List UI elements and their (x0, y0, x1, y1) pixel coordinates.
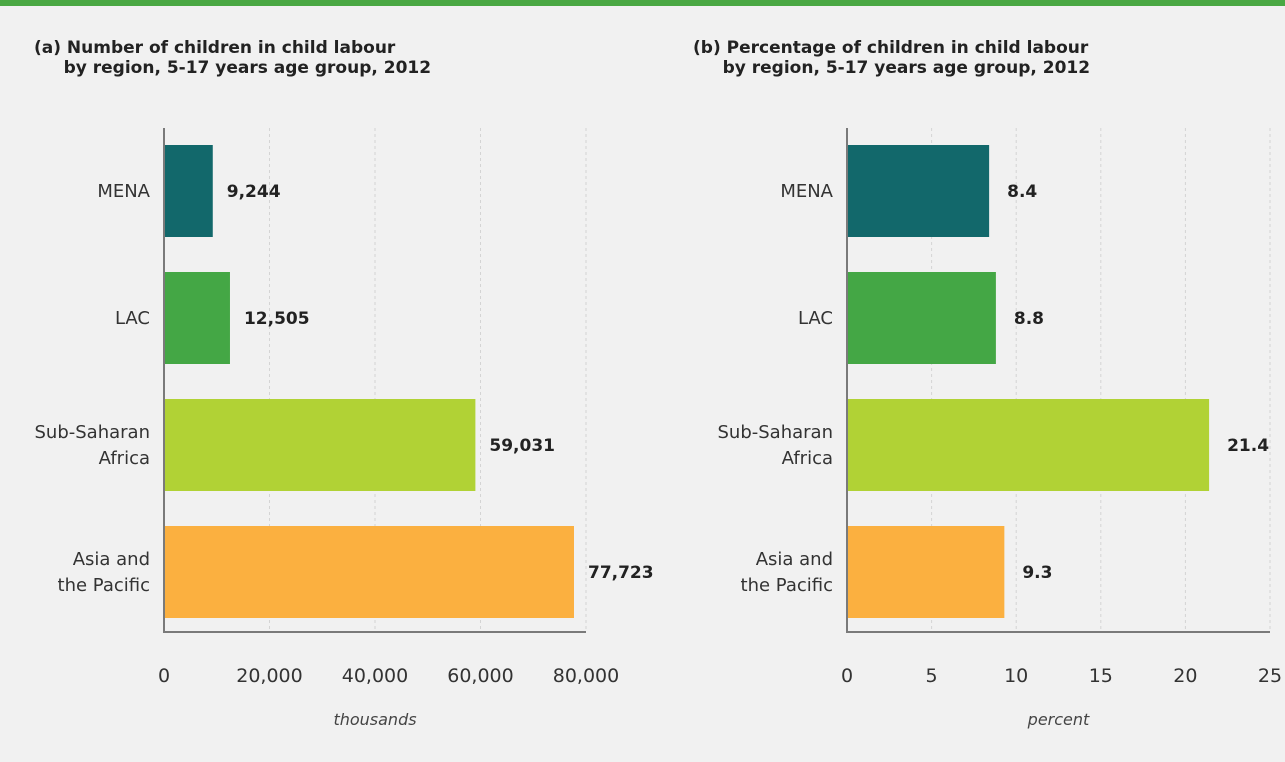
value-label: 21.4 (1227, 436, 1269, 456)
x-axis-title: thousands (333, 710, 416, 729)
x-tick-label: 20,000 (236, 665, 302, 687)
bar-mena (847, 145, 990, 237)
category-label: Sub-Saharan Africa (718, 422, 834, 469)
x-tick-label: 10 (1004, 665, 1028, 687)
category-label: MENA (97, 181, 150, 202)
bar-lac (847, 272, 996, 364)
value-label: 9,244 (227, 182, 281, 202)
x-tick-label: 80,000 (553, 665, 619, 687)
value-label: 9.3 (1022, 563, 1052, 583)
bar-sub-saharan-africa (847, 399, 1210, 491)
bar-asia-and-the-pacific (164, 526, 574, 618)
value-label: 77,723 (588, 563, 654, 583)
x-tick-label: 40,000 (342, 665, 408, 687)
value-label: 8.4 (1007, 182, 1037, 202)
x-tick-label: 5 (926, 665, 938, 687)
x-tick-label: 20 (1173, 665, 1197, 687)
bar-mena (164, 145, 213, 237)
bar-sub-saharan-africa (164, 399, 476, 491)
value-label: 12,505 (244, 309, 310, 329)
category-label: Asia and the Pacific (58, 549, 150, 596)
bar-lac (164, 272, 230, 364)
category-label: LAC (115, 308, 150, 329)
x-tick-label: 60,000 (447, 665, 513, 687)
category-label: LAC (798, 308, 833, 329)
category-label: MENA (780, 181, 833, 202)
top-accent-rule (0, 0, 1285, 6)
value-label: 8.8 (1014, 309, 1044, 329)
x-tick-label: 0 (841, 665, 853, 687)
chart-b-title: (b) Percentage of children in child labo… (693, 38, 1091, 78)
x-tick-label: 15 (1089, 665, 1113, 687)
x-tick-label: 25 (1258, 665, 1282, 687)
x-axis-title: percent (1027, 710, 1090, 729)
value-label: 59,031 (489, 436, 555, 456)
chart-a-title: (a) Number of children in child labour b… (34, 38, 432, 78)
x-tick-label: 0 (158, 665, 170, 687)
category-label: Sub-Saharan Africa (35, 422, 151, 469)
bar-asia-and-the-pacific (847, 526, 1005, 618)
category-label: Asia and the Pacific (741, 549, 833, 596)
